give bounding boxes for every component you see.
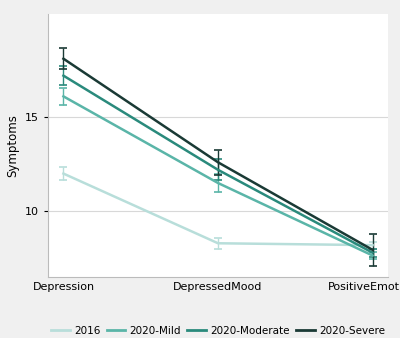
Y-axis label: Symptoms: Symptoms	[6, 114, 20, 177]
Legend: 2016, 2020-Mild, 2020-Moderate, 2020-Severe: 2016, 2020-Mild, 2020-Moderate, 2020-Sev…	[47, 322, 389, 338]
